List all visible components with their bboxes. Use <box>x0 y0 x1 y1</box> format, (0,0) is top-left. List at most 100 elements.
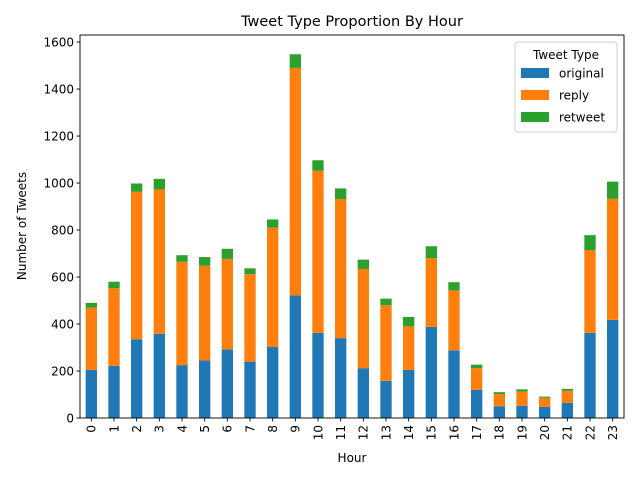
bar-retweet-hour-11 <box>335 188 347 199</box>
bar-original-hour-21 <box>561 402 573 418</box>
x-tick-label-6: 6 <box>221 425 235 433</box>
bar-reply-hour-3 <box>153 189 165 334</box>
bar-retweet-hour-0 <box>85 302 97 308</box>
bar-retweet-hour-10 <box>312 160 324 171</box>
legend-swatch-retweet <box>521 112 549 122</box>
legend-label-reply: reply <box>559 89 589 103</box>
x-axis-label: Hour <box>338 451 367 465</box>
bar-reply-hour-6 <box>221 258 233 350</box>
y-tick-label: 1200 <box>43 129 74 143</box>
bar-original-hour-9 <box>289 295 301 418</box>
bar-retweet-hour-6 <box>221 248 233 259</box>
bar-reply-hour-7 <box>244 274 256 362</box>
bar-reply-hour-1 <box>108 288 120 366</box>
x-tick-label-14: 14 <box>402 425 416 440</box>
x-tick-label-23: 23 <box>606 425 620 440</box>
y-tick-label: 800 <box>51 223 74 237</box>
x-tick-label-18: 18 <box>493 425 507 440</box>
bar-original-hour-1 <box>108 365 120 418</box>
bar-retweet-hour-16 <box>448 282 460 291</box>
y-tick-label: 600 <box>51 270 74 284</box>
bar-reply-hour-15 <box>425 257 437 327</box>
x-tick-label-21: 21 <box>561 425 575 440</box>
y-tick-label: 200 <box>51 364 74 378</box>
x-tick-label-5: 5 <box>198 425 212 433</box>
x-tick-label-20: 20 <box>538 425 552 440</box>
bar-original-hour-5 <box>199 360 211 418</box>
bar-original-hour-13 <box>380 380 392 418</box>
legend-items: original reply retweet <box>521 67 605 125</box>
bar-retweet-hour-14 <box>403 316 415 327</box>
bar-retweet-hour-21 <box>561 388 573 391</box>
y-tick-label: 1600 <box>43 35 74 49</box>
legend-label-original: original <box>559 67 604 81</box>
legend-frame <box>514 41 618 133</box>
bar-reply-hour-11 <box>335 199 347 339</box>
x-tick-label-15: 15 <box>425 425 439 440</box>
bar-reply-hour-9 <box>289 67 301 296</box>
bar-original-hour-2 <box>131 339 143 418</box>
legend-label-retweet: retweet <box>559 111 605 125</box>
bar-retweet-hour-4 <box>176 255 188 262</box>
bar-original-hour-16 <box>448 350 460 418</box>
x-tick-label-19: 19 <box>515 425 529 440</box>
bar-reply-hour-21 <box>561 390 573 403</box>
x-tick-label-7: 7 <box>243 425 257 433</box>
bar-reply-hour-0 <box>85 307 97 370</box>
bar-original-hour-22 <box>584 332 596 418</box>
bar-original-hour-15 <box>425 326 437 418</box>
bar-original-hour-10 <box>312 332 324 418</box>
x-tick-label-4: 4 <box>175 425 189 433</box>
bar-retweet-hour-2 <box>131 183 143 192</box>
bar-original-hour-20 <box>539 406 551 418</box>
bar-reply-hour-18 <box>493 394 505 407</box>
bar-reply-hour-20 <box>539 397 551 407</box>
x-tick-label-17: 17 <box>470 425 484 440</box>
bar-reply-hour-2 <box>131 191 143 340</box>
bar-retweet-hour-9 <box>289 54 301 68</box>
x-tick-label-2: 2 <box>130 425 144 433</box>
x-axis: 0 1 2 3 4 5 6 7 8 9 10 11 12 13 14 15 16 17 18 19 20 21 22 23 <box>85 418 620 440</box>
bar-reply-hour-19 <box>516 391 528 406</box>
bar-reply-hour-5 <box>199 265 211 361</box>
bar-retweet-hour-3 <box>153 178 165 190</box>
legend-swatch-original <box>521 68 549 78</box>
bar-reply-hour-10 <box>312 170 324 333</box>
bar-reply-hour-12 <box>357 269 369 369</box>
bar-original-hour-3 <box>153 333 165 418</box>
chart-title: Tweet Type Proportion By Hour <box>240 14 463 30</box>
bar-retweet-hour-15 <box>425 246 437 258</box>
bar-original-hour-18 <box>493 406 505 418</box>
y-tick-label: 1000 <box>43 176 74 190</box>
bar-original-hour-0 <box>85 369 97 418</box>
bar-reply-hour-16 <box>448 290 460 351</box>
bar-retweet-hour-22 <box>584 235 596 250</box>
bar-reply-hour-13 <box>380 305 392 381</box>
legend-title: Tweet Type <box>532 48 599 62</box>
plot-frame <box>79 34 625 419</box>
bar-retweet-hour-12 <box>357 259 369 270</box>
bar-retweet-hour-13 <box>380 298 392 306</box>
x-tick-label-1: 1 <box>107 425 121 433</box>
x-tick-label-16: 16 <box>447 425 461 440</box>
x-tick-label-10: 10 <box>311 425 325 440</box>
bar-retweet-hour-23 <box>607 181 619 199</box>
bar-retweet-hour-18 <box>493 392 505 395</box>
bar-reply-hour-4 <box>176 261 188 366</box>
legend: Tweet Type original reply retweet <box>514 41 618 133</box>
bar-original-hour-8 <box>267 347 279 418</box>
y-tick-label: 400 <box>51 317 74 331</box>
bar-original-hour-7 <box>244 361 256 418</box>
bar-retweet-hour-20 <box>539 396 551 398</box>
x-tick-label-0: 0 <box>85 425 99 433</box>
bar-retweet-hour-7 <box>244 268 256 275</box>
bar-original-hour-6 <box>221 349 233 418</box>
legend-swatch-reply <box>521 90 549 100</box>
bar-original-hour-17 <box>471 389 483 418</box>
bar-reply-hour-22 <box>584 250 596 333</box>
y-axis: 0 200 400 600 800 1000 1200 1400 1600 <box>43 35 80 425</box>
x-tick-label-13: 13 <box>379 425 393 440</box>
bar-retweet-hour-17 <box>471 364 483 369</box>
y-axis-label: Number of Tweets <box>15 172 29 280</box>
bar-original-hour-11 <box>335 338 347 418</box>
